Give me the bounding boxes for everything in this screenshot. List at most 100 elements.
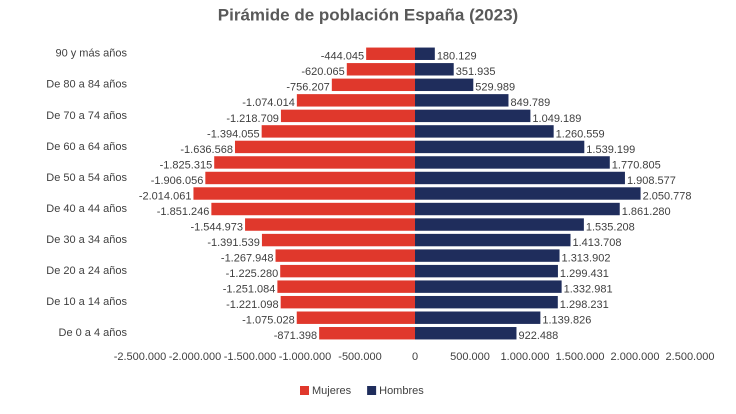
- bar: [415, 311, 541, 324]
- value-label: -1.074.014: [242, 97, 295, 109]
- legend-label: Hombres: [379, 385, 424, 397]
- bar: [415, 63, 454, 76]
- bar: [415, 140, 585, 154]
- x-tick-label: -2.000.000: [169, 351, 222, 363]
- bar: [415, 94, 509, 107]
- bar: [415, 187, 641, 200]
- bar: [280, 264, 415, 278]
- value-label: -1.391.539: [207, 237, 260, 249]
- y-tick-label: De 20 a 24 años: [46, 265, 127, 277]
- bar: [205, 171, 415, 185]
- x-tick-label: 1.500.000: [556, 351, 605, 363]
- value-label: 529.989: [475, 82, 515, 94]
- bar: [415, 264, 558, 278]
- bar: [415, 78, 474, 92]
- y-tick-label: De 70 a 74 años: [46, 110, 127, 122]
- value-label: -1.394.055: [207, 128, 260, 140]
- value-label: 1.539.199: [586, 144, 635, 156]
- bar: [296, 311, 415, 324]
- value-label: 1.049.189: [532, 113, 581, 125]
- value-label: -1.218.709: [226, 113, 279, 125]
- bar: [415, 156, 610, 169]
- bar: [214, 156, 415, 169]
- x-tick-label: -1.500.000: [224, 351, 277, 363]
- bar: [346, 63, 415, 76]
- value-label: 1.139.826: [542, 315, 591, 327]
- bar: [280, 295, 415, 309]
- bar: [319, 327, 415, 340]
- y-tick-label: De 80 a 84 años: [46, 79, 127, 91]
- value-label: 1.770.805: [612, 159, 661, 171]
- x-tick-label: 500.000: [450, 351, 490, 363]
- y-tick-label: De 40 a 44 años: [46, 203, 127, 215]
- bar: [415, 233, 571, 247]
- value-label: -871.398: [274, 330, 317, 342]
- value-label: 1.908.577: [627, 175, 676, 187]
- x-tick-label: 1.000.000: [501, 351, 550, 363]
- value-label: -1.251.084: [223, 284, 276, 296]
- legend-swatch: [300, 386, 309, 395]
- value-label: -1.636.568: [180, 144, 233, 156]
- y-tick-label: De 50 a 54 años: [46, 172, 127, 184]
- value-label: 351.935: [456, 66, 496, 78]
- legend-label: Mujeres: [312, 385, 352, 397]
- bar: [415, 327, 517, 340]
- bar: [366, 47, 415, 60]
- value-label: -620.065: [301, 66, 344, 78]
- value-label: -444.045: [321, 51, 364, 63]
- value-label: -1.825.315: [160, 159, 213, 171]
- value-label: -1.221.098: [226, 299, 279, 311]
- bar: [277, 280, 415, 293]
- bar: [415, 218, 584, 231]
- value-label: -756.207: [286, 82, 329, 94]
- value-label: -1.851.246: [157, 206, 210, 218]
- value-label: 1.313.902: [562, 253, 611, 265]
- value-label: 1.260.559: [556, 128, 605, 140]
- value-label: -1.267.948: [221, 253, 274, 265]
- value-label: 1.298.231: [560, 299, 609, 311]
- value-label: 180.129: [437, 51, 477, 63]
- value-label: 1.535.208: [586, 221, 635, 233]
- x-tick-label: 0: [412, 351, 418, 363]
- value-label: 1.332.981: [564, 284, 613, 296]
- bar: [415, 47, 435, 60]
- bar: [415, 280, 562, 293]
- bar: [211, 202, 415, 216]
- y-tick-label: De 60 a 64 años: [46, 141, 127, 153]
- value-label: -1.075.028: [242, 315, 295, 327]
- bar: [415, 202, 620, 216]
- value-label: 1.861.280: [622, 206, 671, 218]
- value-label: -1.544.973: [190, 221, 243, 233]
- x-tick-label: -500.000: [338, 351, 381, 363]
- bar: [415, 125, 554, 138]
- value-label: 922.488: [518, 330, 558, 342]
- y-tick-label: De 30 a 34 años: [46, 234, 127, 246]
- bar: [415, 249, 560, 262]
- bar: [275, 249, 415, 262]
- x-tick-label: -2.500.000: [114, 351, 167, 363]
- x-tick-label: -1.000.000: [279, 351, 332, 363]
- bar: [261, 125, 415, 138]
- bar: [296, 94, 415, 107]
- x-tick-label: 2.000.000: [611, 351, 660, 363]
- bar: [261, 233, 415, 247]
- value-label: 1.299.431: [560, 268, 609, 280]
- value-label: 1.413.708: [573, 237, 622, 249]
- y-tick-label: De 0 a 4 años: [59, 327, 128, 339]
- bar: [331, 78, 415, 92]
- legend-swatch: [367, 386, 377, 395]
- bar: [415, 109, 531, 123]
- bar: [193, 187, 415, 200]
- chart-title: Pirámide de población España (2023): [218, 5, 518, 24]
- bar: [415, 295, 558, 309]
- y-tick-label: De 10 a 14 años: [46, 296, 127, 308]
- bar: [234, 140, 415, 154]
- value-label: 849.789: [510, 97, 550, 109]
- bar: [415, 171, 625, 185]
- x-tick-label: 2.500.000: [666, 351, 715, 363]
- bar: [245, 218, 415, 231]
- value-label: -1.225.280: [226, 268, 279, 280]
- value-label: 2.050.778: [643, 190, 692, 202]
- y-tick-label: 90 y más años: [55, 48, 127, 60]
